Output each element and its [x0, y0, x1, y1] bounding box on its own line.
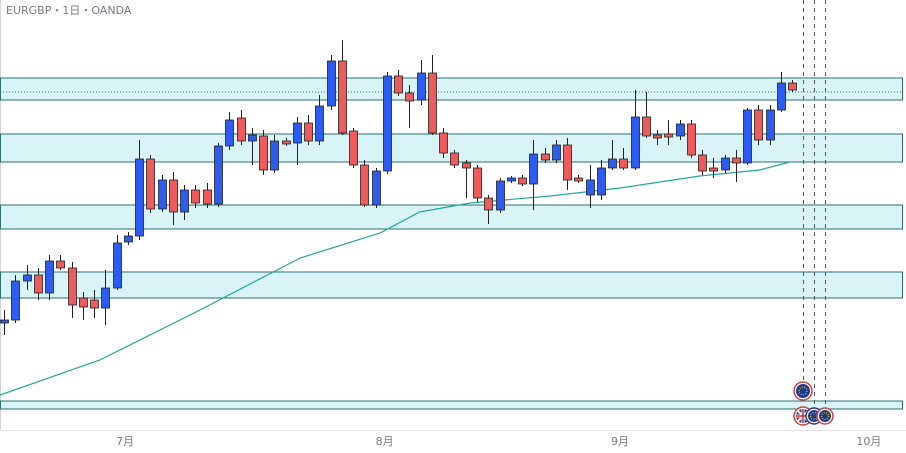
candle-body — [428, 72, 437, 134]
candle-body — [315, 105, 324, 142]
candle-body — [124, 235, 133, 243]
candle-body — [732, 157, 741, 164]
candle-body — [282, 140, 291, 145]
candle-body — [676, 123, 685, 137]
candle-body — [146, 158, 155, 210]
candle-body — [191, 189, 200, 204]
chart-title: EURGBP・1日・OANDA — [6, 4, 132, 17]
x-tick-label: 10月 — [856, 435, 881, 448]
support-resistance-zone — [0, 77, 903, 101]
candle-body — [450, 152, 459, 166]
candle-body — [777, 82, 786, 111]
candle-body — [259, 135, 268, 171]
candle-body — [743, 109, 752, 164]
candle-body — [169, 179, 178, 213]
candle-body — [158, 179, 167, 210]
candle-body — [529, 153, 538, 185]
candle-body — [788, 82, 797, 91]
candle-body — [653, 134, 662, 139]
candle-body — [541, 153, 550, 161]
candle-body — [563, 144, 572, 181]
candle-body — [608, 158, 617, 169]
candle-body — [586, 179, 595, 196]
candle-body — [214, 145, 223, 205]
support-resistance-zone — [0, 400, 903, 410]
event-lines — [803, 0, 826, 406]
candle-body — [203, 189, 212, 205]
candle-body — [709, 167, 718, 172]
candle-body — [327, 60, 336, 107]
candle-body — [417, 72, 426, 101]
candle-body — [34, 274, 43, 294]
candle-body — [0, 319, 9, 324]
candle-body — [394, 75, 403, 94]
candle-body — [90, 299, 99, 309]
candle-body — [631, 116, 640, 169]
candle-body — [687, 123, 696, 156]
moving-average-line — [0, 161, 791, 396]
candle-body — [304, 122, 313, 142]
candle-body — [766, 109, 775, 141]
candle-body — [56, 260, 65, 269]
candle-body — [11, 280, 20, 321]
candle-body — [405, 92, 414, 102]
candle-body — [45, 260, 54, 294]
candle-body — [79, 297, 88, 308]
x-tick-label: 7月 — [116, 435, 134, 448]
candle-body — [225, 119, 234, 147]
candle-body — [270, 140, 279, 171]
support-resistance-zone — [0, 271, 903, 299]
candle-body — [507, 177, 516, 182]
x-tick-label: 8月 — [376, 435, 394, 448]
candle-body — [372, 170, 381, 206]
candle-body — [496, 180, 505, 211]
candle-body — [101, 287, 110, 309]
x-tick-label: 9月 — [611, 435, 629, 448]
candle-body — [721, 157, 730, 171]
candle-body — [518, 177, 527, 185]
candle-body — [698, 154, 707, 172]
candle-body — [473, 167, 482, 199]
candle-body — [23, 274, 32, 282]
candle-body — [552, 144, 561, 161]
candle-body — [338, 60, 347, 134]
candle-body — [237, 117, 246, 142]
candle-body — [180, 189, 189, 213]
candle-body — [68, 267, 77, 306]
candle-body — [619, 158, 628, 169]
candle-body — [574, 177, 583, 182]
candle-body — [642, 116, 651, 137]
event-icon-eu[interactable] — [816, 407, 834, 425]
candle-body — [360, 164, 369, 206]
candle-body — [349, 130, 358, 166]
candle-body — [135, 158, 144, 237]
candle-body — [754, 109, 763, 141]
event-icon-eu[interactable] — [793, 381, 813, 401]
candle-body — [597, 167, 606, 196]
candle-body — [462, 162, 471, 169]
candle-body — [439, 132, 448, 154]
candle-body — [383, 75, 392, 172]
candle-body — [248, 134, 257, 142]
candle-body — [484, 197, 493, 211]
candle-body — [293, 122, 302, 144]
candle-body — [113, 242, 122, 289]
candle-body — [664, 133, 673, 138]
